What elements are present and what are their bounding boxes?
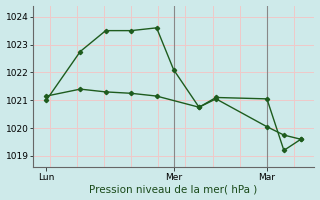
X-axis label: Pression niveau de la mer( hPa ): Pression niveau de la mer( hPa ) <box>90 184 258 194</box>
